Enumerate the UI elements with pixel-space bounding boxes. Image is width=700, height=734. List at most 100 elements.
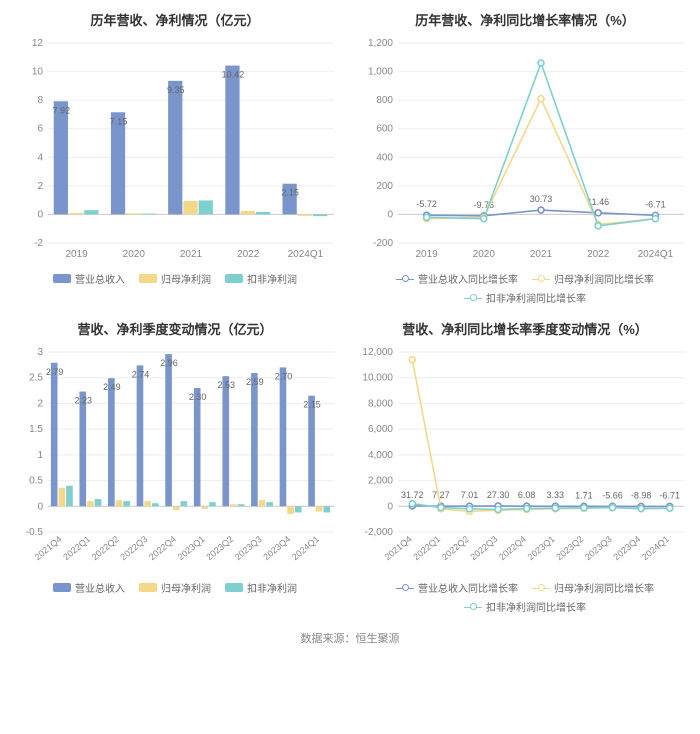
chart-title: 营收、净利季度变动情况（亿元） <box>8 319 342 338</box>
svg-text:3.33: 3.33 <box>547 490 565 500</box>
svg-text:10: 10 <box>32 67 44 78</box>
svg-text:-0.5: -0.5 <box>26 527 44 538</box>
svg-text:2024Q1: 2024Q1 <box>638 249 674 260</box>
svg-text:8: 8 <box>37 95 43 106</box>
svg-text:2022Q3: 2022Q3 <box>468 534 499 562</box>
svg-text:800: 800 <box>376 95 393 106</box>
legend: 营业总收入归母净利润扣非净利润 <box>8 580 342 595</box>
chart-title: 营收、净利同比增长率季度变动情况（%） <box>358 319 692 338</box>
legend-item: 扣非净利润同比增长率 <box>464 599 586 614</box>
svg-text:9.35: 9.35 <box>167 85 185 95</box>
chart-title: 历年营收、净利情况（亿元） <box>8 10 342 29</box>
svg-text:2021Q4: 2021Q4 <box>33 534 64 562</box>
panel-top-right: 历年营收、净利同比增长率情况（%） -20002004006008001,000… <box>350 0 700 309</box>
svg-text:2023Q3: 2023Q3 <box>233 534 264 562</box>
svg-text:2.53: 2.53 <box>218 380 236 390</box>
svg-text:-2: -2 <box>34 238 43 249</box>
svg-text:-8.98: -8.98 <box>631 490 652 500</box>
svg-text:2024Q1: 2024Q1 <box>288 249 324 260</box>
svg-text:2023Q3: 2023Q3 <box>583 534 614 562</box>
legend-item: 营业总收入同比增长率 <box>396 580 518 595</box>
svg-text:1,200: 1,200 <box>368 38 393 49</box>
svg-text:2.15: 2.15 <box>281 188 299 198</box>
svg-text:1,000: 1,000 <box>368 67 393 78</box>
svg-text:2022Q2: 2022Q2 <box>440 534 471 562</box>
svg-text:2.30: 2.30 <box>189 392 207 402</box>
svg-text:2.23: 2.23 <box>75 396 93 406</box>
svg-text:4: 4 <box>37 152 43 163</box>
svg-text:600: 600 <box>376 124 393 135</box>
legend: 营业总收入同比增长率归母净利润同比增长率扣非净利润同比增长率 <box>358 580 692 614</box>
svg-text:2022Q1: 2022Q1 <box>61 534 92 562</box>
svg-text:-6.71: -6.71 <box>645 199 666 209</box>
svg-text:31.72: 31.72 <box>401 490 424 500</box>
svg-text:6.08: 6.08 <box>518 490 536 500</box>
svg-text:2022Q3: 2022Q3 <box>118 534 149 562</box>
panel-bottom-right: 营收、净利同比增长率季度变动情况（%） -2,00002,0004,0006,0… <box>350 309 700 618</box>
chart-grid: 历年营收、净利情况（亿元） -2024681012201920202021202… <box>0 0 700 618</box>
svg-text:2023Q2: 2023Q2 <box>204 534 235 562</box>
svg-text:2023Q4: 2023Q4 <box>611 534 642 562</box>
svg-text:2022Q4: 2022Q4 <box>497 534 528 562</box>
legend-item: 扣非净利润 <box>225 271 297 286</box>
svg-text:2022Q2: 2022Q2 <box>90 534 121 562</box>
svg-text:2.96: 2.96 <box>160 358 178 368</box>
svg-text:3: 3 <box>37 347 43 358</box>
legend-item: 归母净利润 <box>139 271 211 286</box>
legend-item: 营业总收入 <box>53 580 125 595</box>
legend: 营业总收入归母净利润扣非净利润 <box>8 271 342 286</box>
svg-text:2.49: 2.49 <box>103 382 121 392</box>
panel-top-left: 历年营收、净利情况（亿元） -2024681012201920202021202… <box>0 0 350 309</box>
svg-text:6,000: 6,000 <box>368 424 393 435</box>
legend-item: 扣非净利润同比增长率 <box>464 290 586 305</box>
chart-area: -0.500.511.522.532021Q42022Q12022Q22022Q… <box>8 344 342 574</box>
chart-area: -2,00002,0004,0006,0008,00010,00012,0002… <box>358 344 692 574</box>
svg-text:2022Q4: 2022Q4 <box>147 534 178 562</box>
svg-text:2022: 2022 <box>237 249 260 260</box>
svg-text:4,000: 4,000 <box>368 450 393 461</box>
svg-text:2021: 2021 <box>180 249 203 260</box>
svg-text:10.42: 10.42 <box>222 70 245 80</box>
svg-text:400: 400 <box>376 152 393 163</box>
chart-area: -202468101220192020202120222024Q17.927.1… <box>8 35 342 265</box>
svg-text:-200: -200 <box>373 238 393 249</box>
svg-text:2023Q1: 2023Q1 <box>526 534 557 562</box>
svg-text:-2,000: -2,000 <box>365 527 394 538</box>
svg-text:-5.66: -5.66 <box>602 490 623 500</box>
svg-text:-6.71: -6.71 <box>659 490 680 500</box>
svg-text:2021Q4: 2021Q4 <box>383 534 414 562</box>
legend: 营业总收入同比增长率归母净利润同比增长率扣非净利润同比增长率 <box>358 271 692 305</box>
data-source-footer: 数据来源：恒生聚源 <box>0 618 700 656</box>
svg-text:2.59: 2.59 <box>246 377 264 387</box>
svg-text:2.74: 2.74 <box>132 369 150 379</box>
svg-text:1: 1 <box>37 450 43 461</box>
svg-text:2019: 2019 <box>65 249 88 260</box>
svg-text:30.73: 30.73 <box>530 194 553 204</box>
svg-text:2.15: 2.15 <box>303 400 321 410</box>
panel-bottom-left: 营收、净利季度变动情况（亿元） -0.500.511.522.532021Q42… <box>0 309 350 618</box>
svg-text:2023Q1: 2023Q1 <box>176 534 207 562</box>
legend-item: 归母净利润同比增长率 <box>532 580 654 595</box>
svg-text:0.5: 0.5 <box>29 476 43 487</box>
legend-item: 营业总收入 <box>53 271 125 286</box>
svg-text:2.70: 2.70 <box>275 371 293 381</box>
svg-text:2024Q1: 2024Q1 <box>290 534 321 562</box>
svg-text:2022: 2022 <box>587 249 610 260</box>
svg-text:0: 0 <box>387 501 393 512</box>
chart-title: 历年营收、净利同比增长率情况（%） <box>358 10 692 29</box>
svg-text:10,000: 10,000 <box>362 373 393 384</box>
svg-text:2021: 2021 <box>530 249 553 260</box>
svg-text:2023Q2: 2023Q2 <box>554 534 585 562</box>
svg-text:7.27: 7.27 <box>432 490 450 500</box>
svg-text:7.15: 7.15 <box>110 116 128 126</box>
svg-text:1.71: 1.71 <box>575 490 593 500</box>
svg-text:7.01: 7.01 <box>461 490 479 500</box>
svg-text:2: 2 <box>37 181 43 192</box>
svg-text:2: 2 <box>37 398 43 409</box>
svg-text:2022Q1: 2022Q1 <box>411 534 442 562</box>
svg-text:2024Q1: 2024Q1 <box>640 534 671 562</box>
legend-item: 扣非净利润 <box>225 580 297 595</box>
chart-area: -20002004006008001,0001,2002019202020212… <box>358 35 692 265</box>
legend-item: 营业总收入同比增长率 <box>396 271 518 286</box>
svg-text:2020: 2020 <box>123 249 146 260</box>
